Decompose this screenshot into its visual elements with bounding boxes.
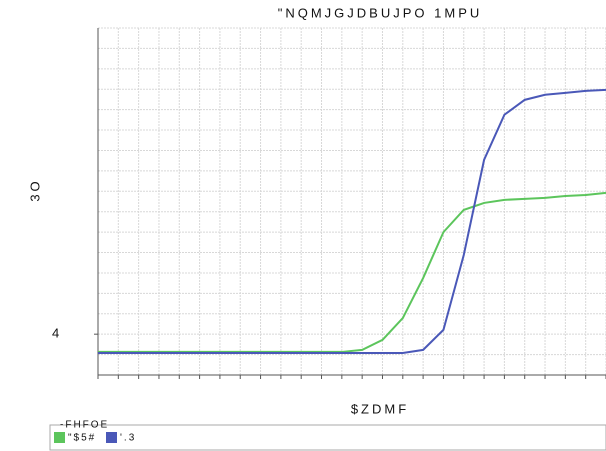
chart-title: "NQMJGJDBUJPO 1MPU: [278, 5, 483, 20]
y-axis-label: 3O: [27, 178, 42, 201]
legend-swatch: [106, 432, 117, 443]
legend-label: "$5#: [68, 433, 96, 444]
legend-swatch: [54, 432, 65, 443]
x-axis-label: $ZDMF: [351, 401, 409, 416]
line-series: [98, 191, 606, 353]
y-tick-label: 4: [52, 326, 62, 341]
legend-title: -FHFOE: [60, 420, 109, 431]
legend-label: '.3: [120, 433, 136, 444]
line-series: [98, 88, 606, 354]
legend-box: [49, 424, 606, 451]
